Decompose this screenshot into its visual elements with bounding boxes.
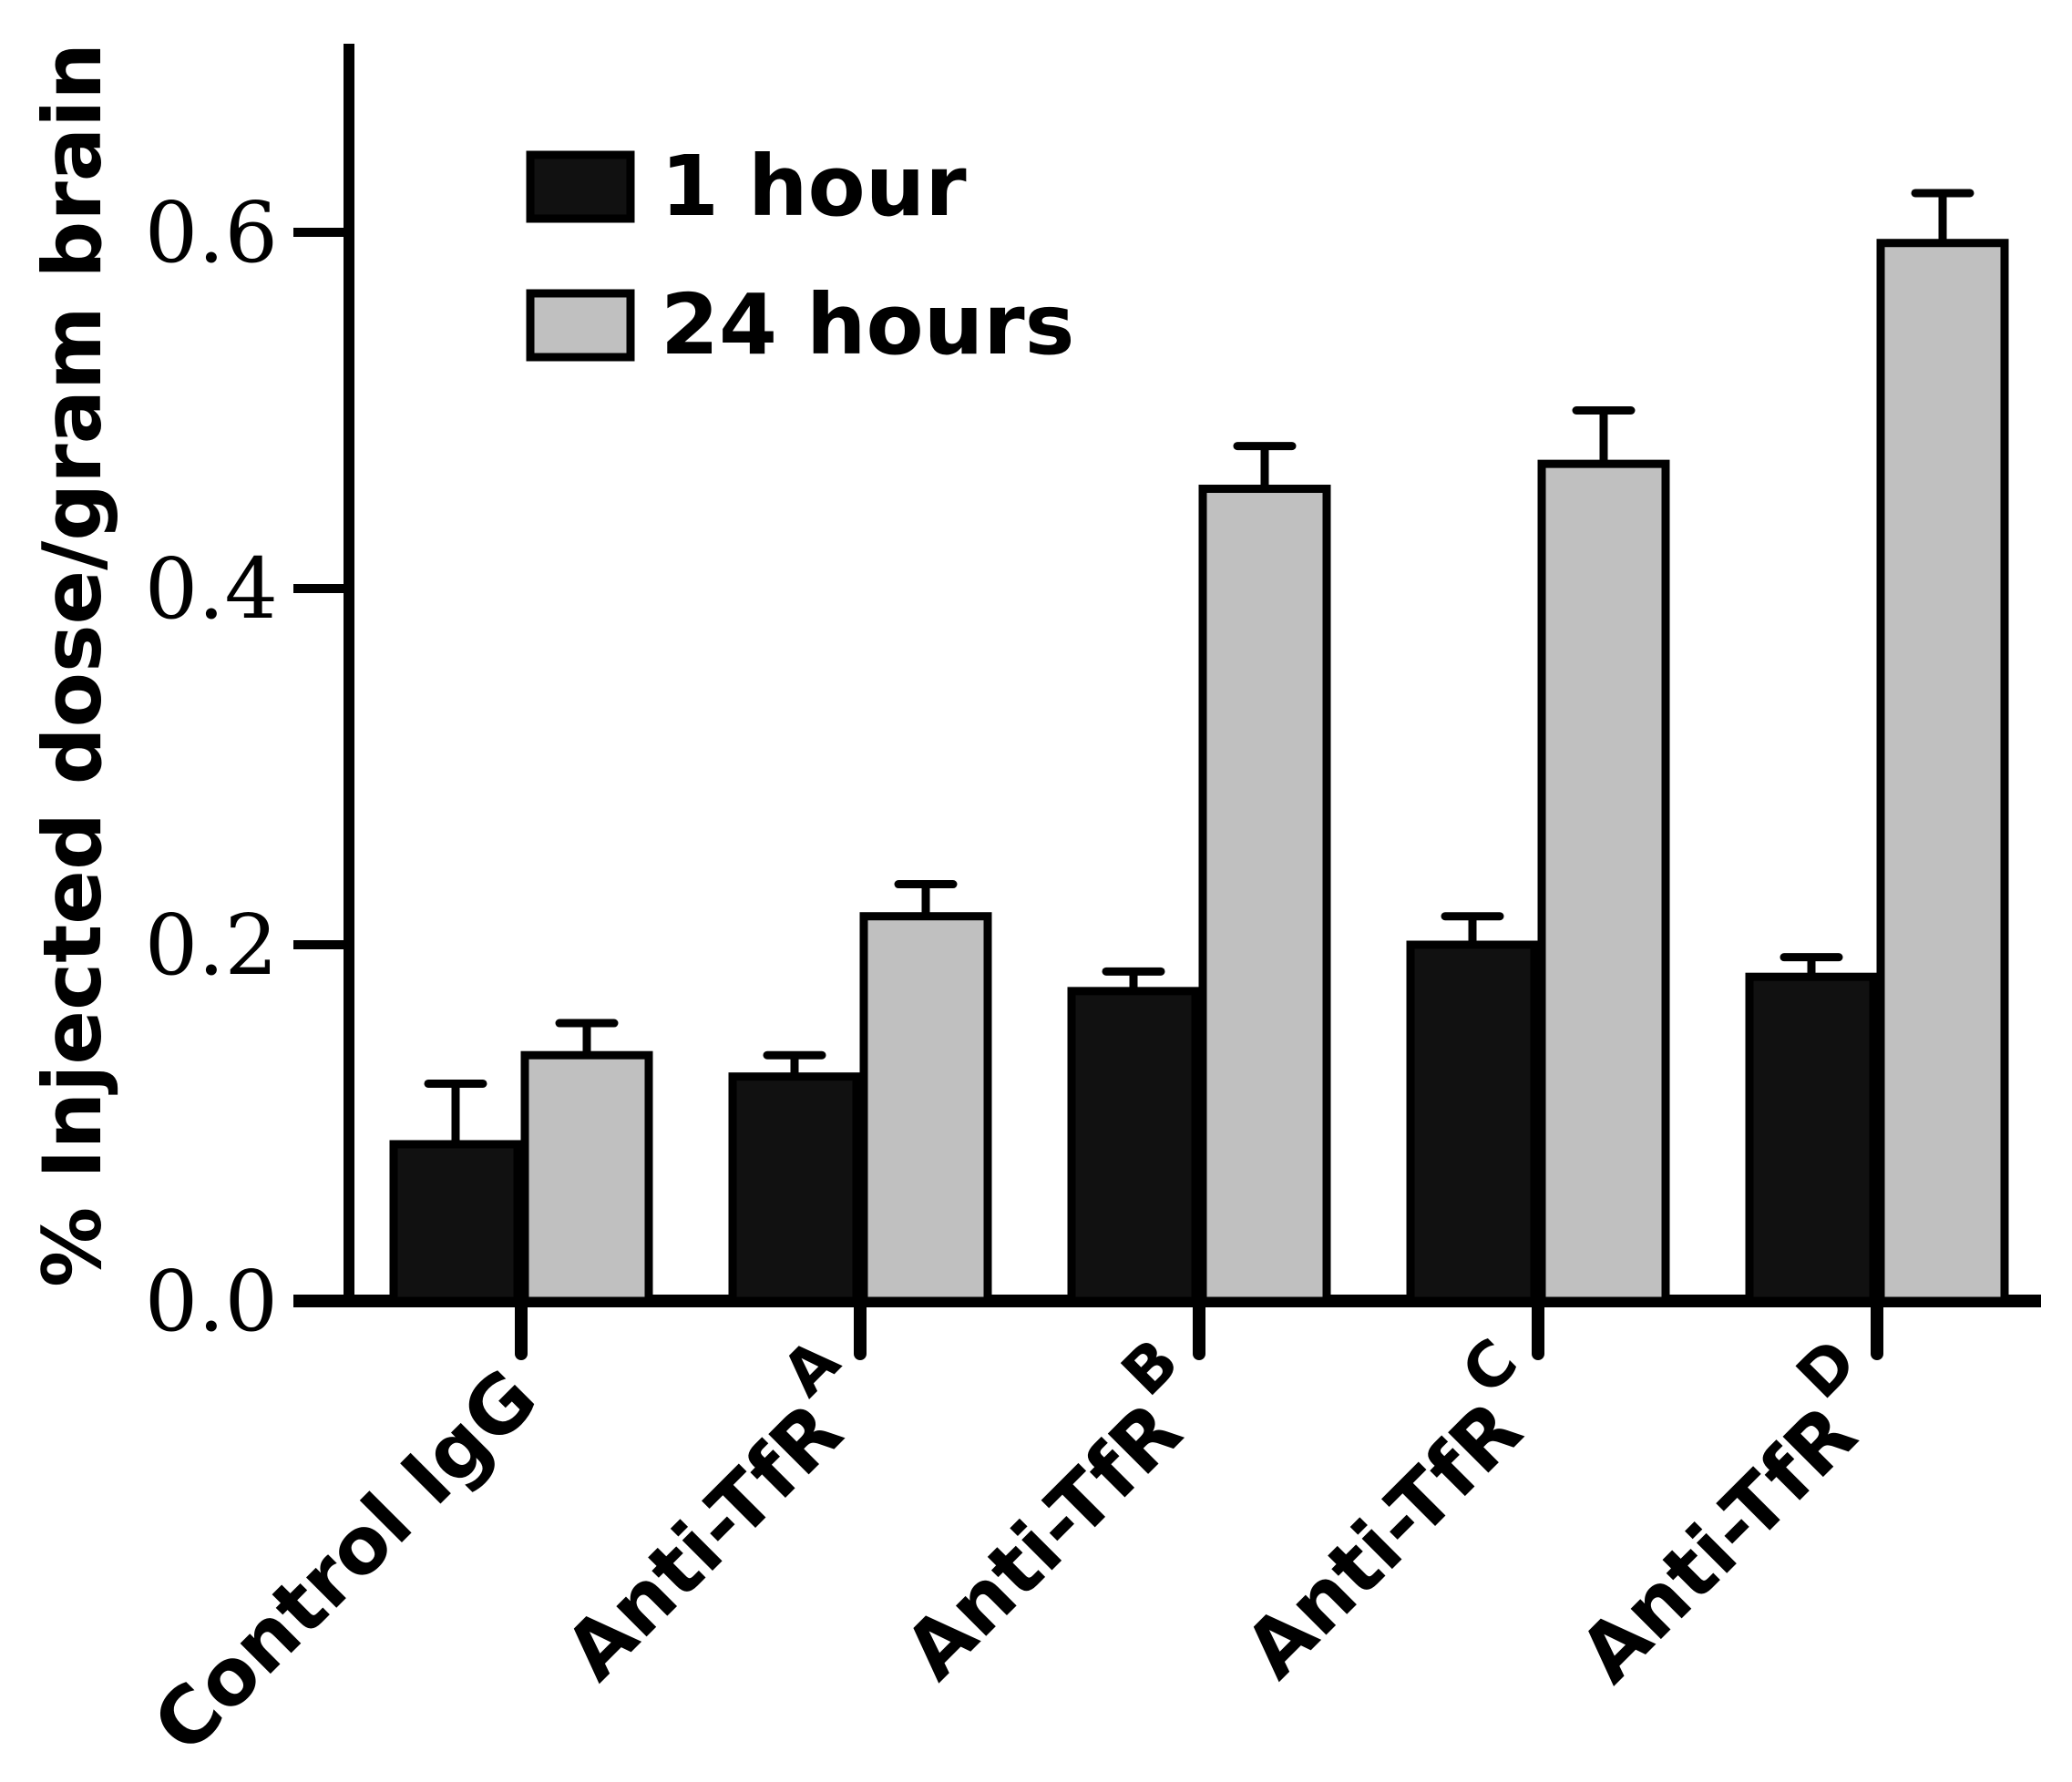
y-tick-label: 0.4: [145, 540, 278, 638]
x-tick-label-superscript: C: [1449, 1326, 1532, 1408]
bar: [1406, 940, 1539, 1306]
bar: [1067, 987, 1200, 1306]
legend: 1 hour 24 hours: [526, 138, 1074, 374]
x-tick-label-superscript: B: [1108, 1326, 1193, 1410]
x-tick-label-superscript: A: [769, 1326, 854, 1410]
x-tick-label: Anti-TfRB: [861, 1326, 1233, 1697]
bar: [520, 1050, 653, 1306]
x-tick-label: Anti-TfRD: [1536, 1326, 1911, 1700]
x-tick-label-base: Anti-TfR: [549, 1386, 860, 1697]
bar: [1198, 485, 1331, 1306]
y-tick-label: 0.0: [145, 1253, 278, 1350]
y-axis-title: % Injected dose/gram brain: [26, 43, 119, 1287]
x-tick-label-base: Anti-TfR: [887, 1386, 1199, 1697]
legend-label: 24 hours: [661, 276, 1074, 374]
bar: [1537, 459, 1670, 1306]
bar: [389, 1140, 522, 1306]
x-tick-label-base: Control IgG: [137, 1352, 555, 1770]
x-tick-label-base: Anti-TfR: [1563, 1388, 1874, 1700]
x-tick-label-base: Anti-TfR: [1228, 1384, 1540, 1695]
bar: [728, 1072, 861, 1306]
x-tick-label: Anti-TfRA: [522, 1326, 895, 1698]
x-tick-label-superscript: D: [1783, 1326, 1871, 1413]
bars: [389, 189, 2009, 1306]
x-axis-labels: Control IgGAnti-TfRAAnti-TfRBAnti-TfRCAn…: [137, 1326, 1911, 1771]
bar: [859, 912, 992, 1306]
legend-swatch: [526, 150, 635, 223]
x-tick-label: Anti-TfRC: [1202, 1326, 1572, 1695]
bar: [1745, 972, 1878, 1306]
y-tick-label: 0.6: [145, 184, 278, 282]
legend-label: 1 hour: [661, 138, 967, 235]
bar: [1876, 239, 2009, 1306]
x-tick-label: Control IgG: [137, 1352, 555, 1770]
legend-swatch: [526, 289, 635, 362]
y-tick-label: 0.2: [145, 896, 278, 994]
